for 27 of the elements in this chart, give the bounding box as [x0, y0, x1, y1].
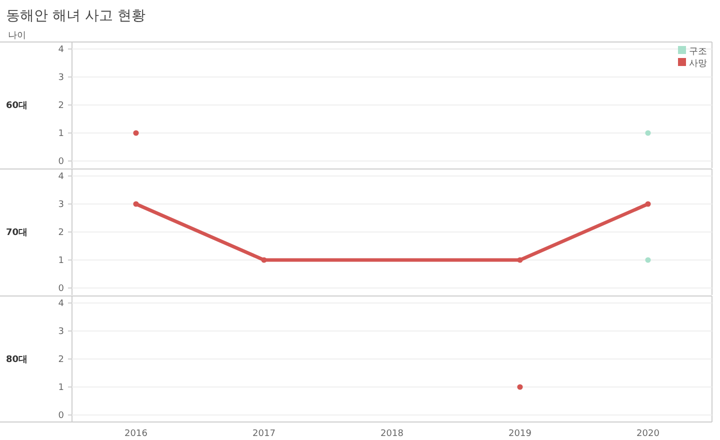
y-tick-label: 1 — [58, 129, 64, 139]
y-tick-label: 0 — [58, 411, 64, 421]
y-tick-label: 1 — [58, 383, 64, 393]
y-tick-label: 4 — [58, 45, 64, 55]
y-axis-title: 70대 — [6, 228, 28, 238]
legend-label: 사망 — [689, 59, 707, 69]
y-tick-label: 2 — [58, 355, 64, 365]
text: 나이 — [8, 31, 26, 41]
x-tick-label: 2016 — [124, 429, 148, 439]
chart-title: 동해안 해녀 사고 현황 — [6, 8, 146, 24]
y-tick-label: 2 — [58, 101, 64, 111]
x-tick-label: 2018 — [380, 429, 404, 439]
y-axis-title: 60대 — [6, 101, 28, 111]
y-tick-label: 4 — [58, 299, 64, 309]
y-tick-label: 4 — [58, 172, 64, 182]
y-tick-label: 3 — [58, 327, 64, 337]
y-tick-label: 0 — [58, 157, 64, 167]
y-tick-label: 0 — [58, 284, 64, 294]
y-axis-title: 80대 — [6, 355, 28, 365]
y-tick-label: 1 — [58, 256, 64, 266]
y-tick-label: 3 — [58, 73, 64, 83]
x-tick-label: 2017 — [252, 429, 276, 439]
y-tick-label: 2 — [58, 228, 64, 238]
y-tick-label: 3 — [58, 200, 64, 210]
x-tick-label: 2019 — [508, 429, 532, 439]
legend-label: 구조 — [689, 47, 707, 57]
x-tick-label: 2020 — [636, 429, 660, 439]
